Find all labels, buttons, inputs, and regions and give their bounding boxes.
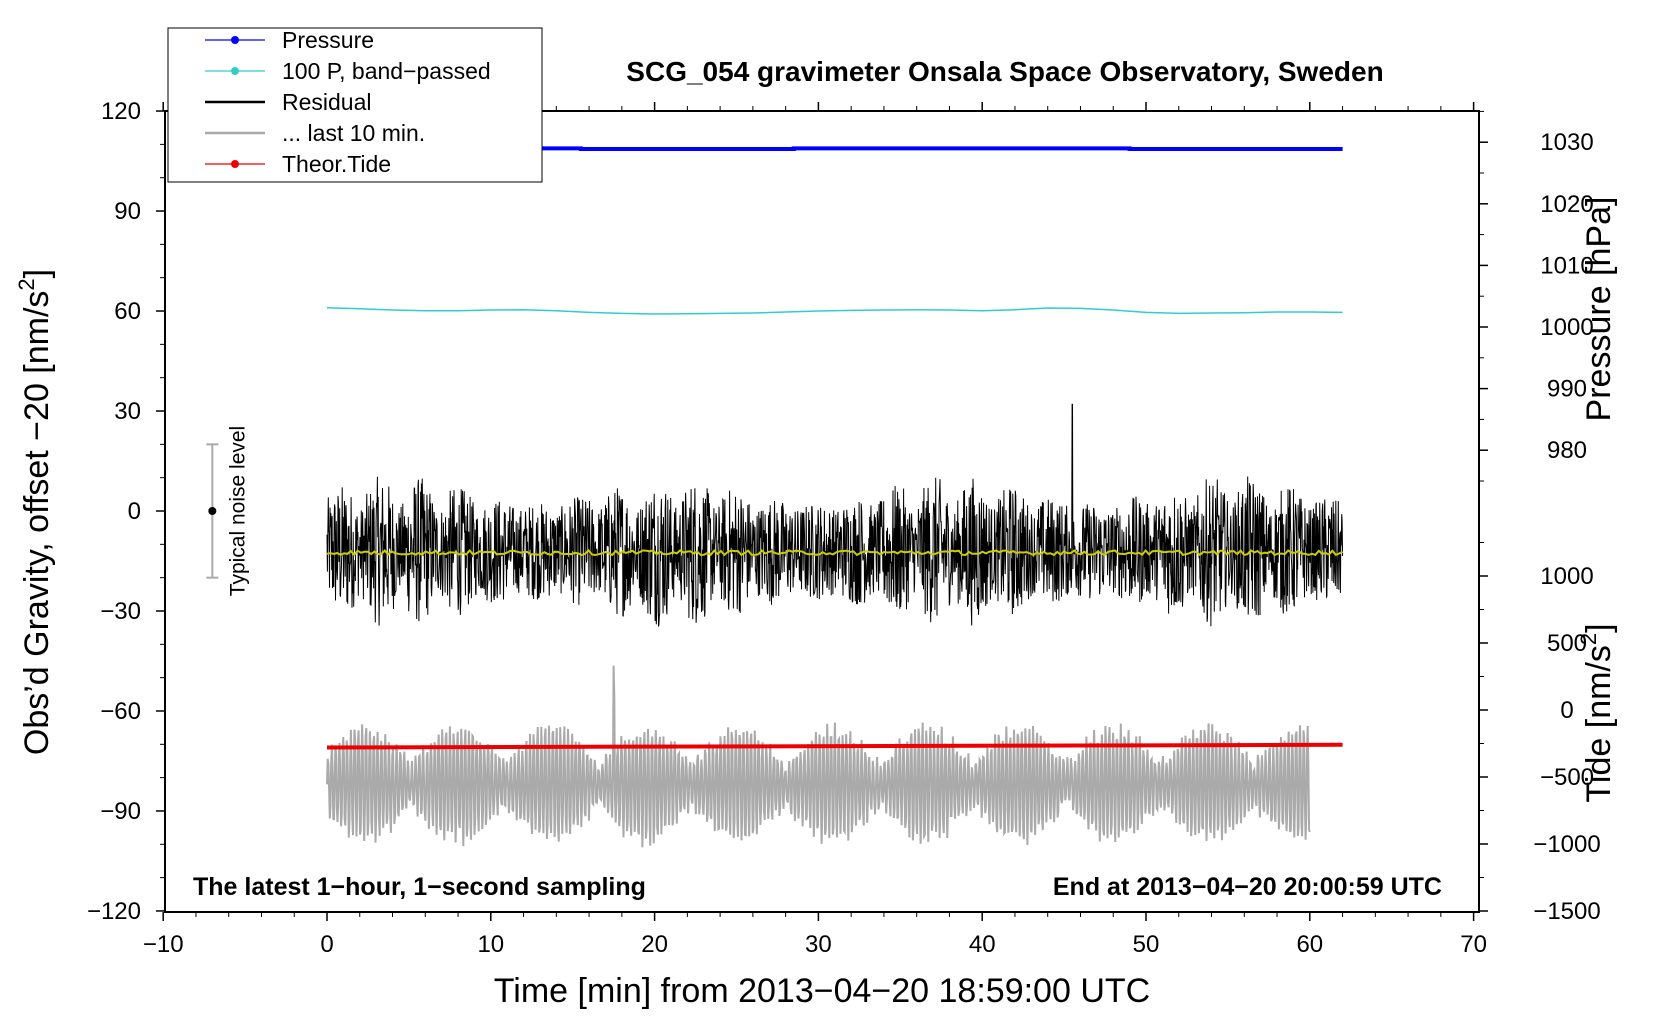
y-tick-label: 120 [101,98,141,125]
theoretical-tide-line [326,742,1343,750]
y-tick-label: 30 [114,398,141,425]
legend-label: ... last 10 min. [282,120,425,146]
legend-item: Theor.Tide [205,151,391,177]
legend-item: Residual [205,89,372,115]
x-tick-label: 40 [969,931,996,958]
y-axis-label-left-text: Obs’d Gravity, offset −20 [nm/s [18,291,56,756]
x-tick-label: 10 [477,931,504,958]
residual-smoothed-line [326,548,1344,557]
y-tick-label: −120 [87,898,141,925]
noise-bar-center-dot [208,507,217,515]
y-axis-label-tide-text: Tide [nm/s [1580,645,1618,802]
x-axis-label: Time [min] from 2013−04−20 18:59:00 UTC [494,972,1150,1010]
annotation-sampling: The latest 1−hour, 1−second sampling [193,873,646,901]
legend-swatch-dot [231,160,239,168]
plot-series-layer: Typical noise level [206,146,1344,848]
tide-tick-label: −1500 [1533,898,1600,925]
y-axis-label-left-sup: 2 [14,278,39,290]
y-axis-label-tide-sup: 2 [1576,633,1601,645]
pressure-tick-label: 1010 [1540,252,1593,279]
legend-swatch-dot [231,67,239,75]
legend-item: 100 P, band−passed [205,58,491,84]
y-tick-label: −60 [100,698,141,725]
tide-tick-label: 500 [1547,630,1587,657]
axes-layer: −10 0 10 20 30 40 50 60 70−120−90−60−30030609012… [87,98,1601,958]
y-tick-label: 0 [128,498,141,525]
y-tick-label: 90 [114,198,141,225]
legend-label: Residual [282,89,372,115]
tide-tick-label: −500 [1540,764,1594,791]
y-axis-label-left: Obs’d Gravity, offset −20 [nm/s2] [14,269,56,755]
noise-level-indicator: Typical noise level [206,426,249,596]
chart-title: SCG_054 gravimeter Onsala Space Observat… [626,56,1383,87]
x-tick-label: 0 [320,931,333,958]
y-tick-label: −30 [100,598,141,625]
pressure-tick-label: 1000 [1540,314,1593,341]
pressure-tick-label: 1020 [1540,191,1593,218]
last-10-min-line [326,665,1311,848]
x-tick-label: 70 [1460,931,1487,958]
legend-label: Theor.Tide [282,151,391,177]
tide-tick-label: 1000 [1540,563,1593,590]
y-axis-label-pressure: Pressure [hPa] [1580,197,1618,422]
legend-item: ... last 10 min. [205,120,425,146]
pressure-line [327,146,1343,151]
y-axis-label-tide-end: ] [1580,623,1618,632]
residual-line [326,403,1344,627]
legend-swatch-dot [231,36,239,44]
band-passed-pressure-line [326,306,1343,315]
y-tick-label: −90 [100,798,141,825]
noise-level-label: Typical noise level [226,426,249,596]
tide-tick-label: 0 [1560,697,1573,724]
legend-box [167,27,543,183]
pressure-tick-label: 980 [1547,437,1587,464]
pressure-tick-label: 990 [1547,376,1587,403]
y-axis-label-tide: Tide [nm/s2] [1576,623,1618,802]
x-tick-label: 30 [805,931,832,958]
tide-tick-label: −1000 [1533,831,1600,858]
x-tick-label: 50 [1133,931,1160,958]
legend-label: Pressure [282,27,374,53]
x-tick-label: 20 [641,931,668,958]
x-tick-label: −10 [143,931,184,958]
legend: Pressure 100 P, band−passed Residual ... la… [167,27,543,183]
annotation-end-time: End at 2013−04−20 20:00:59 UTC [1053,873,1442,901]
legend-item: Pressure [205,27,374,53]
x-tick-label: 60 [1296,931,1323,958]
legend-label: 100 P, band−passed [282,58,491,84]
pressure-tick-label: 1030 [1540,129,1593,156]
y-axis-label-left-end: ] [18,269,56,278]
y-tick-label: 60 [114,298,141,325]
